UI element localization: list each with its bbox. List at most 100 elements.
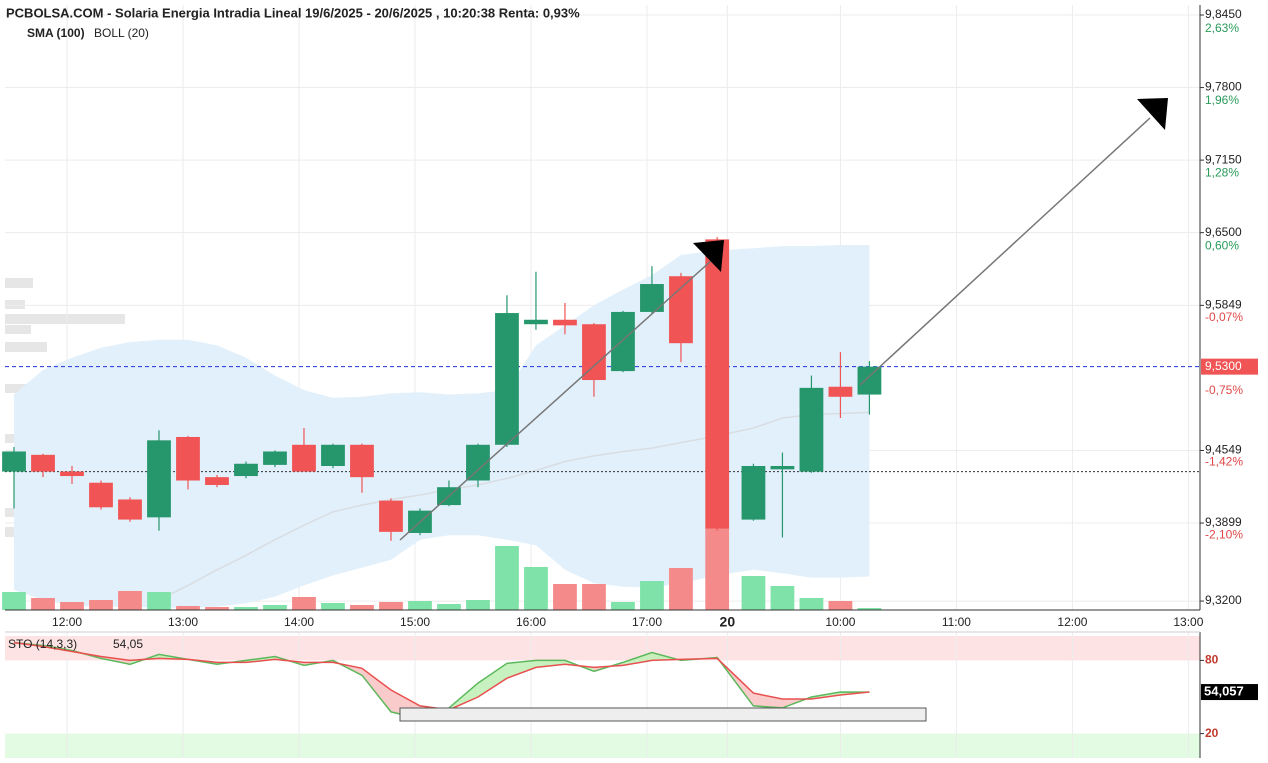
candle-body xyxy=(582,324,606,381)
y-tick-label: 9,3200 xyxy=(1205,593,1242,607)
x-tick-label: 17:00 xyxy=(632,615,662,629)
y2-tick-label: -0,07% xyxy=(1205,310,1243,324)
sto-y-tick-label: 20 xyxy=(1205,726,1219,740)
candle-body xyxy=(350,444,374,478)
y2-tick-label: -1,42% xyxy=(1205,455,1243,469)
candle-body xyxy=(379,500,403,532)
volume-bar xyxy=(466,600,490,610)
x-tick-label: 15:00 xyxy=(400,615,430,629)
volume-bar xyxy=(350,605,374,610)
volume-bar xyxy=(292,597,316,610)
volume-bar xyxy=(89,600,113,610)
x-tick-label: 12:00 xyxy=(52,615,82,629)
x-tick-label: 10:00 xyxy=(825,615,855,629)
volume-bar xyxy=(263,605,287,610)
trend-arrow xyxy=(399,259,713,541)
arrow-head xyxy=(1137,98,1168,130)
sto-fill xyxy=(753,693,783,708)
y-tick-label: 9,7150 xyxy=(1205,152,1242,166)
candle-body xyxy=(2,451,26,472)
candle-body xyxy=(147,440,171,518)
x-tick-label: 13:00 xyxy=(168,615,198,629)
y2-tick-label: -2,10% xyxy=(1205,527,1243,541)
candle-body xyxy=(611,311,635,372)
volume-profile xyxy=(5,342,47,352)
volume-bar xyxy=(705,528,730,610)
sto-fill xyxy=(477,663,507,697)
candle-body xyxy=(466,444,490,481)
candle-body xyxy=(524,319,548,325)
volume-bar xyxy=(495,546,519,610)
volume-profile xyxy=(5,300,25,309)
volume-bar xyxy=(770,586,795,610)
volume-bar xyxy=(857,608,882,610)
y2-tick-label: 1,96% xyxy=(1205,93,1239,107)
volume-bar xyxy=(2,592,26,610)
current-price-label: 9,5300 xyxy=(1205,359,1242,373)
candle-body xyxy=(60,471,84,477)
candle-body xyxy=(799,387,824,472)
y-tick-label: 9,6500 xyxy=(1205,225,1242,239)
volume-bar xyxy=(379,602,403,610)
x-tick-label: 11:00 xyxy=(942,615,971,629)
volume-bar xyxy=(669,568,693,610)
sma-line xyxy=(158,411,870,601)
sto-readout: 54,05 xyxy=(113,637,143,651)
candle-body xyxy=(89,482,113,508)
candle-body xyxy=(770,465,795,470)
volume-bar xyxy=(147,592,171,610)
y2-tick-label: 2,63% xyxy=(1205,21,1239,35)
volume-bar xyxy=(321,603,345,610)
candle-body xyxy=(828,386,853,397)
annotation-box xyxy=(399,707,927,722)
volume-bar xyxy=(799,598,824,610)
sto-fill xyxy=(506,660,536,679)
candle-body xyxy=(495,313,519,445)
candle-body xyxy=(857,366,882,395)
current-price-box xyxy=(1201,358,1258,375)
volume-bar xyxy=(60,602,84,610)
y-tick-label: 9,4549 xyxy=(1205,443,1242,457)
sto-title: STO (14,3,3) xyxy=(8,637,77,651)
volume-bar xyxy=(408,601,432,610)
bollinger-band xyxy=(14,245,870,608)
volume-bar xyxy=(437,604,461,610)
volume-bar xyxy=(582,584,606,610)
candle-body xyxy=(292,444,316,472)
candle-body xyxy=(640,284,664,312)
y-tick-label: 9,3899 xyxy=(1205,515,1242,529)
y2-tick-label: -0,75% xyxy=(1205,383,1243,397)
sto-value-label: 54,057 xyxy=(1204,683,1244,698)
volume-bar xyxy=(553,584,577,610)
volume-bar xyxy=(118,591,142,610)
candle-body xyxy=(321,444,345,466)
candle-body xyxy=(176,436,200,481)
sto-fill xyxy=(535,660,565,668)
volume-bar xyxy=(234,607,258,610)
volume-bar xyxy=(205,607,229,610)
x-tick-label: 12:00 xyxy=(1057,615,1087,629)
volume-profile xyxy=(5,278,33,288)
volume-bar xyxy=(524,567,548,610)
x-tick-label: 20 xyxy=(720,614,736,630)
volume-bar xyxy=(31,598,55,610)
candle-body xyxy=(741,465,766,520)
sto-fill xyxy=(361,668,391,712)
y-tick-label: 9,8450 xyxy=(1205,7,1242,21)
y-tick-label: 9,7800 xyxy=(1205,80,1242,94)
legend-entry: BOLL (20) xyxy=(94,26,149,40)
candle-body xyxy=(669,276,693,344)
candle-body xyxy=(553,319,577,326)
candle-body xyxy=(263,451,287,465)
oversold-zone xyxy=(5,733,1200,758)
candle-body xyxy=(234,463,258,477)
candle-body xyxy=(31,454,55,472)
y2-tick-label: 1,28% xyxy=(1205,166,1239,180)
x-tick-label: 14:00 xyxy=(284,615,314,629)
candle-body xyxy=(705,239,730,529)
trend-arrow xyxy=(859,117,1151,386)
y2-tick-label: 0,60% xyxy=(1205,238,1239,252)
sto-value-box xyxy=(1201,684,1258,701)
overbought-zone xyxy=(5,636,1200,661)
